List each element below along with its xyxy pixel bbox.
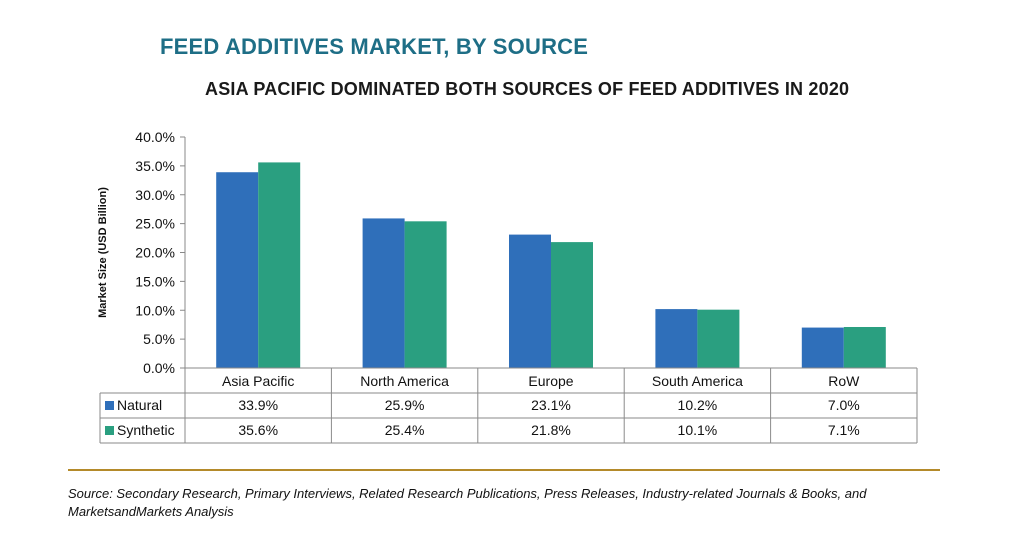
- data-label: 33.9%: [238, 397, 278, 413]
- y-axis-label: Market Size (USD Billion): [97, 187, 109, 318]
- data-label: 23.1%: [531, 397, 571, 413]
- data-label: 7.1%: [828, 422, 860, 438]
- y-tick-label: 20.0%: [135, 245, 175, 261]
- data-label: 21.8%: [531, 422, 571, 438]
- bar-synthetic: [258, 162, 301, 368]
- y-tick-label: 15.0%: [135, 273, 175, 289]
- bar-synthetic: [551, 242, 593, 368]
- data-label: 10.1%: [678, 422, 718, 438]
- x-tick-label: Europe: [528, 373, 573, 389]
- x-tick-label: RoW: [828, 373, 860, 389]
- bar-synthetic: [697, 309, 740, 368]
- divider-rule: [68, 469, 940, 471]
- data-label: 35.6%: [238, 422, 278, 438]
- bar-synthetic: [404, 221, 447, 368]
- legend-label: Synthetic: [117, 422, 175, 438]
- data-label: 10.2%: [678, 397, 718, 413]
- legend-label: Natural: [117, 397, 162, 413]
- legend-swatch-synthetic: [105, 426, 114, 435]
- data-label: 7.0%: [828, 397, 860, 413]
- y-tick-label: 25.0%: [135, 216, 175, 232]
- y-tick-label: 10.0%: [135, 302, 175, 318]
- bar-natural: [655, 309, 698, 368]
- source-note: Source: Secondary Research, Primary Inte…: [68, 486, 867, 519]
- chart-subtitle: ASIA PACIFIC DOMINATED BOTH SOURCES OF F…: [205, 79, 850, 99]
- bar-natural: [216, 172, 259, 368]
- legend-swatch-natural: [105, 401, 114, 410]
- bar-chart: 0.0% 5.0% 10.0% 15.0% 20.0% 25.0% 30.0% 35.0% 40…: [97, 129, 918, 444]
- data-label: 25.4%: [385, 422, 425, 438]
- y-tick-label: 0.0%: [143, 360, 175, 376]
- x-tick-label: South America: [652, 373, 743, 389]
- chart-title: FEED ADDITIVES MARKET, BY SOURCE: [160, 34, 589, 59]
- data-label: 25.9%: [385, 397, 425, 413]
- bar-natural: [801, 327, 844, 368]
- y-tick-label: 40.0%: [135, 129, 175, 145]
- bar-synthetic: [843, 326, 886, 368]
- y-tick-label: 35.0%: [135, 158, 175, 174]
- bar-natural: [509, 234, 551, 368]
- y-tick-label: 30.0%: [135, 187, 175, 203]
- x-tick-label: North America: [360, 373, 449, 389]
- bar-natural: [362, 218, 405, 368]
- x-tick-label: Asia Pacific: [222, 373, 294, 389]
- y-tick-label: 5.0%: [143, 331, 175, 347]
